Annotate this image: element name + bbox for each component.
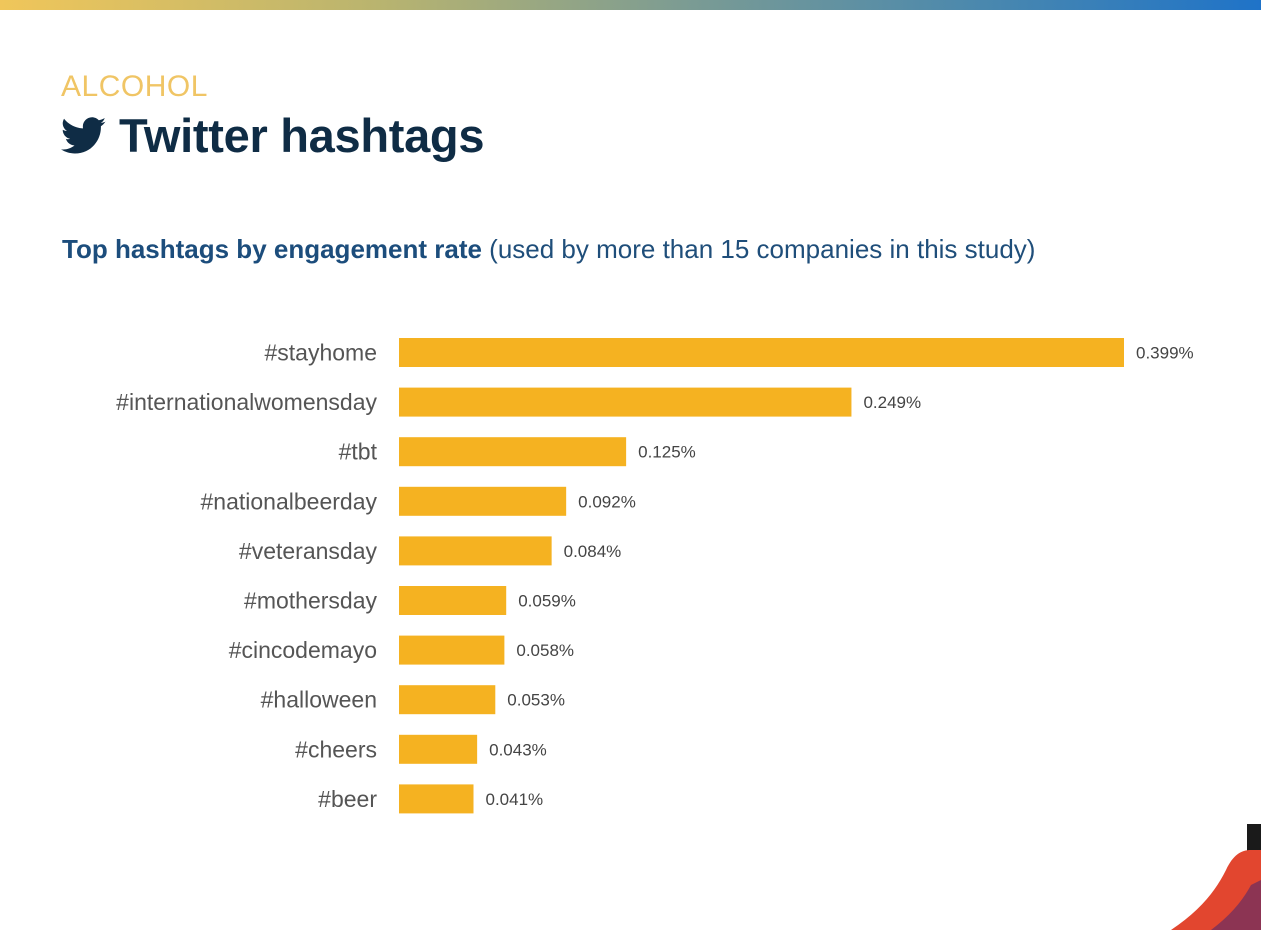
top-accent-bar — [0, 0, 1261, 10]
bar — [399, 486, 567, 516]
subtitle-rest: (used by more than 15 companies in this … — [489, 234, 1036, 264]
category-label: #cincodemayo — [229, 637, 377, 663]
category-label: #tbt — [339, 439, 378, 465]
title-row: Twitter hashtags — [61, 108, 484, 163]
bar — [399, 685, 496, 715]
corner-decoration — [1171, 824, 1261, 930]
category-label: #halloween — [261, 687, 377, 713]
bar — [399, 784, 474, 814]
value-label: 0.059% — [518, 592, 576, 611]
subtitle-bold: Top hashtags by engagement rate — [62, 234, 482, 264]
category-label: #stayhome — [264, 340, 377, 366]
category-label: #mothersday — [244, 588, 377, 614]
bar — [399, 387, 852, 417]
bar — [399, 586, 507, 615]
category-label: #internationalwomensday — [116, 389, 377, 415]
category-label: #cheers — [295, 736, 377, 762]
twitter-bird-icon — [61, 116, 107, 153]
value-label: 0.092% — [578, 492, 636, 511]
value-label: 0.041% — [485, 790, 543, 809]
value-label: 0.084% — [564, 542, 622, 561]
chart-subtitle: Top hashtags by engagement rate (used by… — [62, 234, 1035, 265]
category-label: #veteransday — [239, 538, 378, 564]
value-label: 0.053% — [507, 691, 565, 710]
value-label: 0.249% — [863, 393, 921, 412]
bar — [399, 734, 478, 764]
category-label: #beer — [318, 786, 377, 812]
category-label: #nationalbeerday — [201, 488, 378, 514]
bar — [399, 437, 627, 467]
bar — [399, 536, 552, 566]
value-label: 0.125% — [638, 443, 696, 462]
bar — [399, 635, 505, 665]
bar — [399, 338, 1124, 367]
value-label: 0.399% — [1136, 344, 1194, 363]
value-label: 0.043% — [489, 740, 547, 759]
category-label: ALCOHOL — [61, 70, 208, 103]
page-title: Twitter hashtags — [119, 109, 485, 162]
value-label: 0.058% — [516, 641, 574, 660]
